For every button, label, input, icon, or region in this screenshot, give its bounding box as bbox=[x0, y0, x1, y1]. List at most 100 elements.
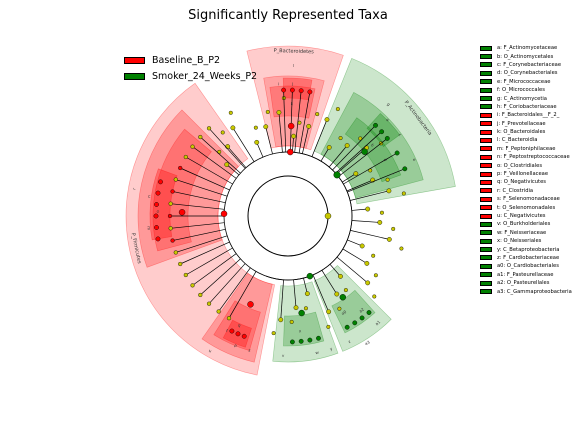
clade-legend-label: p: F_Veillonellaceae bbox=[497, 171, 549, 178]
clade-legend-item: d: O_Corynebacteriales bbox=[480, 69, 572, 77]
taxon-node-smoker bbox=[298, 338, 304, 344]
clade-legend-item: a: F_Actinomycetaceae bbox=[480, 44, 572, 52]
clade-legend-swatch bbox=[480, 70, 492, 76]
taxon-node bbox=[198, 292, 203, 298]
branch-line bbox=[185, 156, 233, 185]
taxon-node-smoker bbox=[344, 324, 350, 330]
group-legend-item: Baseline_B_P2 bbox=[124, 52, 257, 68]
phylum-ring bbox=[223, 151, 353, 281]
taxon-node bbox=[254, 139, 260, 145]
taxon-node-baseline bbox=[155, 236, 161, 242]
clade-legend-label: s: F_Selenomonadaceae bbox=[497, 196, 560, 203]
clade-key-label: l bbox=[293, 63, 294, 68]
branch-line bbox=[200, 136, 241, 174]
clade-legend-swatch bbox=[480, 129, 492, 135]
taxon-node-baseline bbox=[241, 333, 247, 339]
clade-key-label: a2 bbox=[358, 306, 365, 313]
phylum-label: P_Bacteroidetes bbox=[274, 48, 315, 55]
taxon-node-smoker bbox=[333, 171, 341, 179]
taxon-node bbox=[167, 213, 173, 219]
taxon-node bbox=[206, 126, 212, 131]
taxon-node-baseline bbox=[247, 301, 254, 308]
family-sector-prevotellaceae bbox=[282, 77, 313, 101]
taxon-node bbox=[377, 220, 383, 225]
branch-line bbox=[175, 179, 228, 197]
branch-line bbox=[208, 263, 246, 304]
taxon-node bbox=[365, 280, 371, 286]
clade-key-label: d bbox=[383, 157, 389, 162]
branch-line bbox=[336, 256, 368, 284]
clade-legend-item: a3: C_Gammaproteobacteria bbox=[480, 287, 572, 295]
taxon-node bbox=[178, 261, 183, 267]
branch-line bbox=[294, 90, 302, 153]
branch-line bbox=[350, 230, 390, 240]
taxon-node bbox=[386, 236, 392, 242]
clade-legend-label: q: O_Negativicutes bbox=[497, 179, 546, 186]
taxon-node-smoker bbox=[289, 339, 295, 345]
taxon-node-smoker bbox=[316, 335, 321, 341]
group-label-baseline: Baseline_B_P2 bbox=[152, 54, 221, 66]
branch-line bbox=[192, 146, 237, 179]
taxon-node bbox=[371, 253, 376, 258]
taxon-node bbox=[335, 107, 340, 112]
branch-line bbox=[347, 168, 405, 193]
clade-legend-item: n: F_Peptostreptococcaceae bbox=[480, 153, 572, 161]
taxon-node-baseline bbox=[307, 89, 313, 95]
taxon-node bbox=[225, 144, 231, 149]
order-sector-bacteroidales bbox=[269, 85, 316, 119]
clade-legend: a: F_Actinomycetaceae b: O_Actinomycetale… bbox=[480, 44, 572, 296]
clade-legend-label: i: F_Bacteroidales__F_2_ bbox=[497, 112, 560, 119]
clade-legend-item: t: O_Selenomonadales bbox=[480, 203, 572, 211]
taxon-node-smoker bbox=[339, 294, 347, 301]
taxon-node bbox=[358, 136, 363, 141]
class-sector-betaproteobacteria bbox=[272, 281, 339, 363]
clade-legend-swatch bbox=[480, 87, 492, 93]
branch-line bbox=[292, 136, 294, 153]
taxon-node bbox=[391, 226, 396, 231]
taxon-node bbox=[263, 124, 269, 130]
taxon-node-smoker bbox=[402, 166, 408, 172]
branch-line bbox=[303, 278, 308, 294]
taxon-node bbox=[353, 171, 359, 177]
taxon-node bbox=[293, 305, 299, 311]
branch-line bbox=[218, 267, 251, 312]
taxon-node bbox=[372, 294, 377, 299]
clade-legend-label: z: F_Cardiobacteriaceae bbox=[497, 254, 560, 261]
clade-legend-label: v: O_Burkholderiales bbox=[497, 221, 551, 228]
clade-key-label: j bbox=[291, 81, 293, 86]
clade-legend-label: o: O_Clostridiales bbox=[497, 162, 543, 169]
taxon-node bbox=[344, 143, 350, 148]
clade-legend-swatch bbox=[480, 154, 492, 160]
clade-key-label: n bbox=[146, 194, 151, 198]
clade-legend-item: m: F_Peptoniphilaceae bbox=[480, 145, 572, 153]
taxon-node-baseline bbox=[220, 210, 228, 217]
taxon-node bbox=[183, 272, 188, 278]
clade-legend-swatch bbox=[480, 263, 492, 269]
taxon-node bbox=[365, 206, 371, 212]
taxon-node bbox=[190, 283, 195, 288]
clade-key-label: g bbox=[386, 101, 392, 107]
clade-legend-swatch bbox=[480, 196, 492, 202]
clade-legend-label: r: C_Clostridia bbox=[497, 187, 534, 194]
branch-line bbox=[328, 145, 348, 168]
clade-legend-label: a0: O_Cardiobacteriales bbox=[497, 263, 559, 270]
branch-line bbox=[192, 253, 237, 286]
clade-legend-swatch bbox=[480, 188, 492, 194]
clade-legend-label: u: C_Negativicutes bbox=[497, 213, 546, 219]
clade-legend-label: f: O_Micrococcales bbox=[497, 87, 545, 94]
taxon-node bbox=[334, 291, 340, 297]
group-legend: Baseline_B_P2 Smoker_24_Weeks_P2 bbox=[124, 52, 257, 84]
branch-line bbox=[172, 228, 226, 241]
clade-legend-item: l: C_Bacteroidia bbox=[480, 136, 572, 144]
taxon-node bbox=[173, 250, 178, 255]
order-sector-clostridiales bbox=[152, 128, 212, 252]
branch-line bbox=[346, 179, 373, 192]
clade-key-label: m bbox=[146, 226, 151, 230]
taxon-node-baseline bbox=[289, 87, 295, 93]
branch-line bbox=[351, 220, 380, 223]
taxon-node-smoker bbox=[307, 337, 313, 343]
clade-legend-swatch bbox=[480, 79, 492, 85]
clade-legend-label: m: F_Peptoniphilaceae bbox=[497, 145, 556, 152]
branch-line bbox=[265, 126, 273, 154]
clade-legend-item: i: F_Bacteroidales__F_2_ bbox=[480, 111, 572, 119]
